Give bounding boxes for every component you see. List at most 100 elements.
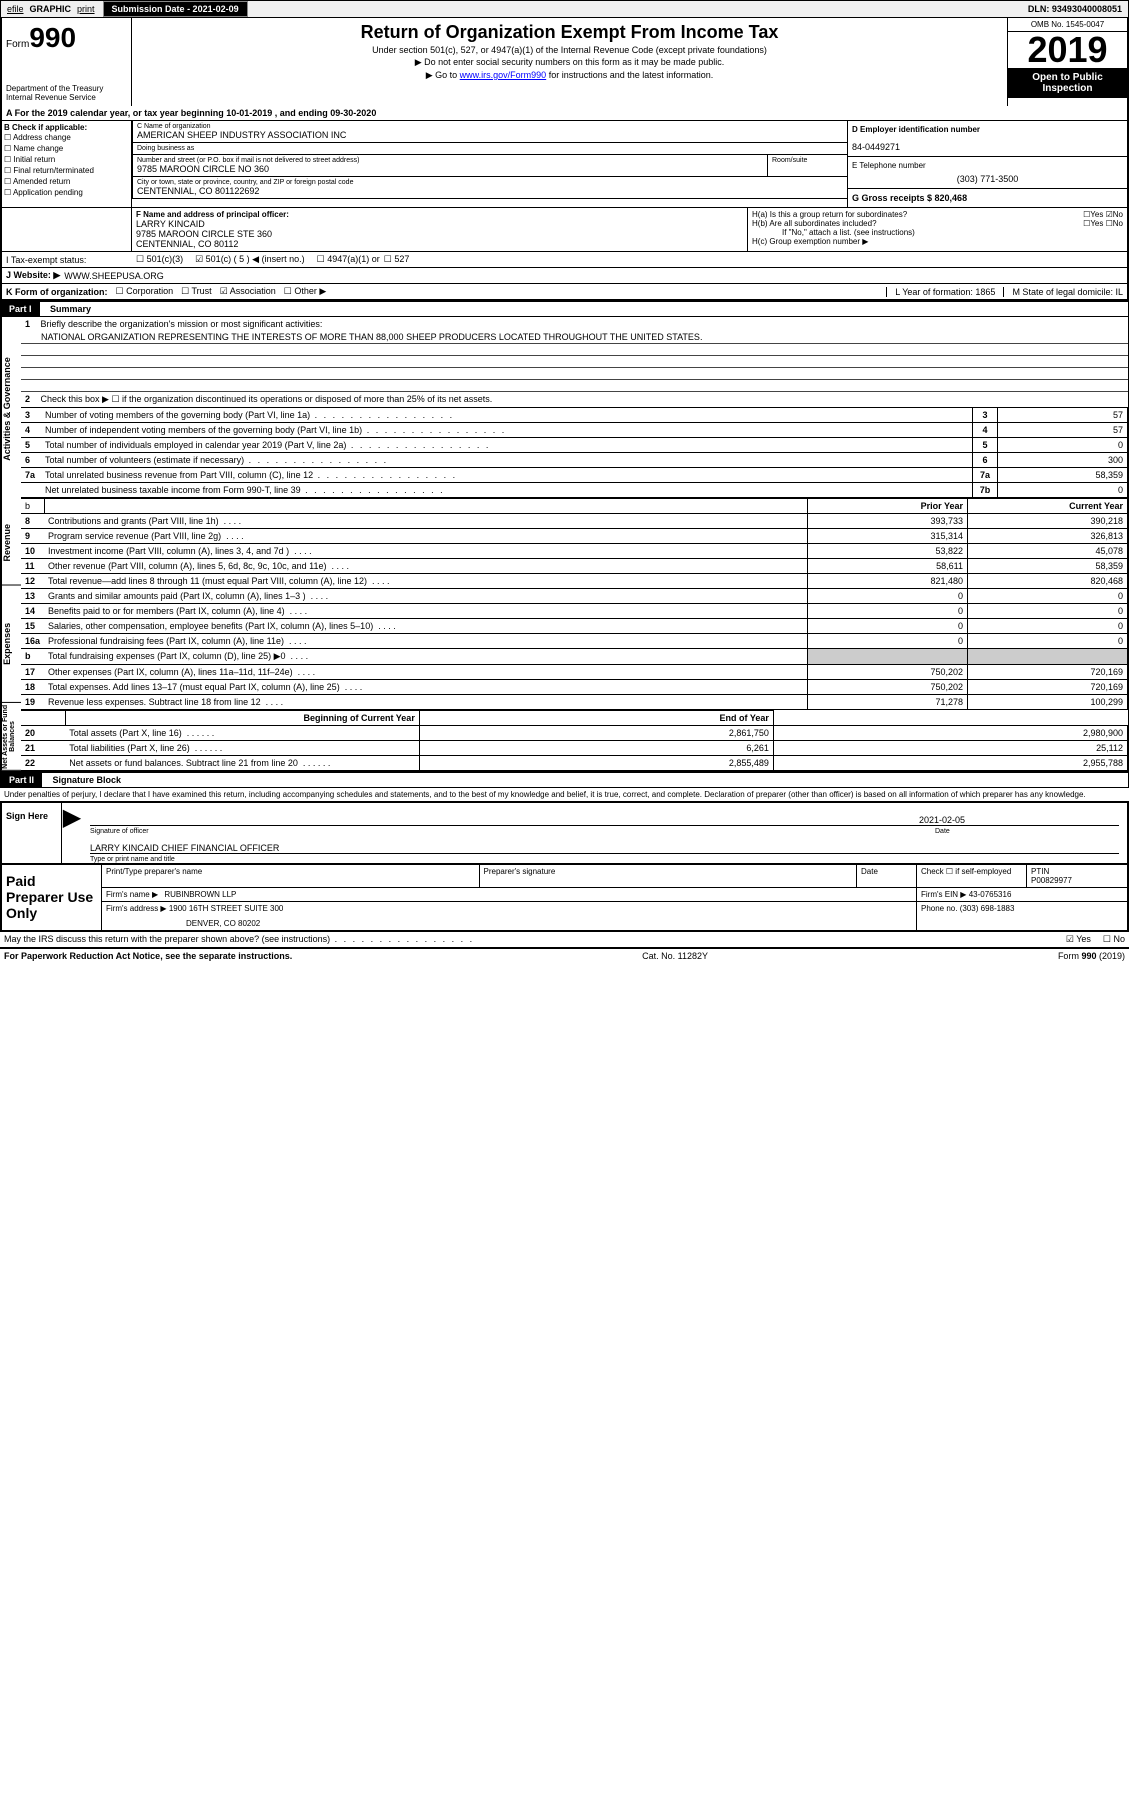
firm-addr2: DENVER, CO 80202 [106,913,912,928]
prior-year-header: Prior Year [808,499,968,514]
table-row: 18 Total expenses. Add lines 13–17 (must… [21,680,1128,695]
inspection-label: Open to Public Inspection [1008,68,1127,98]
current-year-header: Current Year [968,499,1128,514]
table-row: Net unrelated business taxable income fr… [21,483,1128,498]
table-row: 5 Total number of individuals employed i… [21,438,1128,453]
col-deg: D Employer identification number 84-0449… [847,121,1127,207]
mission-blank2 [21,356,1128,368]
i-opt4[interactable]: ☐ 527 [384,254,410,265]
table-row: 13 Grants and similar amounts paid (Part… [21,589,1128,604]
firm-phone: (303) 698-1883 [960,904,1015,913]
officer-signature[interactable] [90,815,919,825]
part2-header: Part II Signature Block [0,772,1129,788]
ein-value: 84-0449271 [852,142,1123,152]
vert-netassets: Net Assets or Fund Balances [1,703,21,771]
chk-final[interactable]: Final return/terminated [4,165,129,176]
footer: For Paperwork Reduction Act Notice, see … [0,948,1129,963]
firm-phone-label: Phone no. [921,904,957,913]
mission-blank4 [21,380,1128,392]
header-right: OMB No. 1545-0047 2019 Open to Public In… [1007,18,1127,106]
hb-label: H(b) Are all subordinates included? [752,219,877,228]
print-link[interactable]: print [71,2,101,16]
footer-mid: Cat. No. 11282Y [642,951,708,961]
part1-title: Part I [1,302,40,316]
m-state: M State of legal domicile: IL [1003,287,1123,297]
i-label: I Tax-exempt status: [6,255,136,265]
ptin-value: P00829977 [1031,876,1123,885]
table-row: 16a Professional fundraising fees (Part … [21,634,1128,649]
line-a: A For the 2019 calendar year, or tax yea… [0,106,1129,121]
officer-name: LARRY KINCAID [136,219,743,229]
k-other[interactable]: ☐ Other ▶ [284,286,327,297]
sig-officer-label: Signature of officer [82,828,927,835]
table-row: 9 Program service revenue (Part VIII, li… [21,529,1128,544]
row-klm: K Form of organization: ☐ Corporation ☐ … [0,284,1129,301]
chk-address[interactable]: Address change [4,132,129,143]
city-label: City or town, state or province, country… [137,179,843,186]
form-note2: ▶ Go to www.irs.gov/Form990 for instruct… [136,70,1003,81]
paid-label: Paid Preparer Use Only [2,865,102,930]
phone-value: (303) 771-3500 [852,174,1123,184]
ein-label: D Employer identification number [852,125,1123,134]
org-name: AMERICAN SHEEP INDUSTRY ASSOCIATION INC [137,130,843,140]
addr-label: Number and street (or P.O. box if mail i… [137,157,763,164]
ha-label: H(a) Is this a group return for subordin… [752,210,907,219]
chk-name[interactable]: Name change [4,143,129,154]
penalty-text: Under penalties of perjury, I declare th… [0,788,1129,801]
k-assoc[interactable]: ☑ Association [220,286,276,297]
firm-ein-label: Firm's EIN ▶ [921,890,966,899]
table-row: 3 Number of voting members of the govern… [21,408,1128,423]
col-header-table: b Prior Year Current Year 8 Contribution… [21,498,1128,710]
row-j: J Website: ▶ WWW.SHEEPUSA.ORG [0,268,1129,284]
table-row: 8 Contributions and grants (Part VIII, l… [21,514,1128,529]
sign-here-label: Sign Here [2,803,62,863]
table-row: 11 Other revenue (Part VIII, column (A),… [21,559,1128,574]
graphic-label: GRAPHIC [30,4,72,14]
l-year: L Year of formation: 1865 [886,287,1003,297]
table-row: 21 Total liabilities (Part X, line 26) .… [21,741,1128,756]
b-label: b [21,499,44,514]
chk-initial[interactable]: Initial return [4,154,129,165]
department-label: Department of the Treasury Internal Reve… [6,84,127,102]
dba-label: Doing business as [137,145,843,152]
i-opt2[interactable]: ☑ 501(c) ( 5 ) ◀ (insert no.) [195,254,305,265]
submission-btn[interactable]: Submission Date - 2021-02-09 [103,1,248,17]
ptin-label: PTIN [1031,867,1123,876]
table-row: b Total fundraising expenses (Part IX, c… [21,649,1128,665]
line1-text: Briefly describe the organization's miss… [41,319,323,329]
part2-subtitle: Signature Block [53,775,122,785]
row-i: I Tax-exempt status: ☐ 501(c)(3) ☑ 501(c… [0,252,1129,268]
tax-year: 2019 [1008,32,1127,68]
col-c: C Name of organization AMERICAN SHEEP IN… [132,121,847,207]
firm-name-label: Firm's name ▶ [106,890,158,899]
type-name-label: Type or print name and title [82,856,1127,863]
k-trust[interactable]: ☐ Trust [181,286,212,297]
footer-left: For Paperwork Reduction Act Notice, see … [4,951,292,961]
discuss-yes[interactable]: ☑ Yes [1066,934,1091,945]
i-opt1[interactable]: ☐ 501(c)(3) [136,254,183,265]
net-header-table: Beginning of Current Year End of Year 20… [21,710,1128,771]
form-number: 990 [29,22,76,53]
table-row: 15 Salaries, other compensation, employe… [21,619,1128,634]
officer-typed-name: LARRY KINCAID CHIEF FINANCIAL OFFICER [90,843,279,853]
gross-receipts: G Gross receipts $ 820,468 [852,193,1123,203]
gov-table: 3 Number of voting members of the govern… [21,407,1128,498]
k-label: K Form of organization: [6,287,108,297]
table-row: 10 Investment income (Part VIII, column … [21,544,1128,559]
table-row: 17 Other expenses (Part IX, column (A), … [21,665,1128,680]
chk-amended[interactable]: Amended return [4,176,129,187]
room-label: Room/suite [772,157,843,164]
i-opt3[interactable]: ☐ 4947(a)(1) or [317,254,380,265]
efile-link[interactable]: efile [1,2,30,16]
table-row: 19 Revenue less expenses. Subtract line … [21,695,1128,710]
header-center: Return of Organization Exempt From Incom… [132,18,1007,106]
j-label: J Website: ▶ [6,270,60,281]
prep-selfemp[interactable]: Check ☐ if self-employed [917,865,1027,887]
irs-link[interactable]: www.irs.gov/Form990 [460,70,547,80]
section-bcdefg: B Check if applicable: Address change Na… [0,121,1129,208]
phone-label: E Telephone number [852,161,1123,170]
discuss-no[interactable]: ☐ No [1103,934,1125,945]
chk-pending[interactable]: Application pending [4,187,129,198]
hc-label: H(c) Group exemption number ▶ [752,237,1123,246]
k-corp[interactable]: ☐ Corporation [116,286,174,297]
